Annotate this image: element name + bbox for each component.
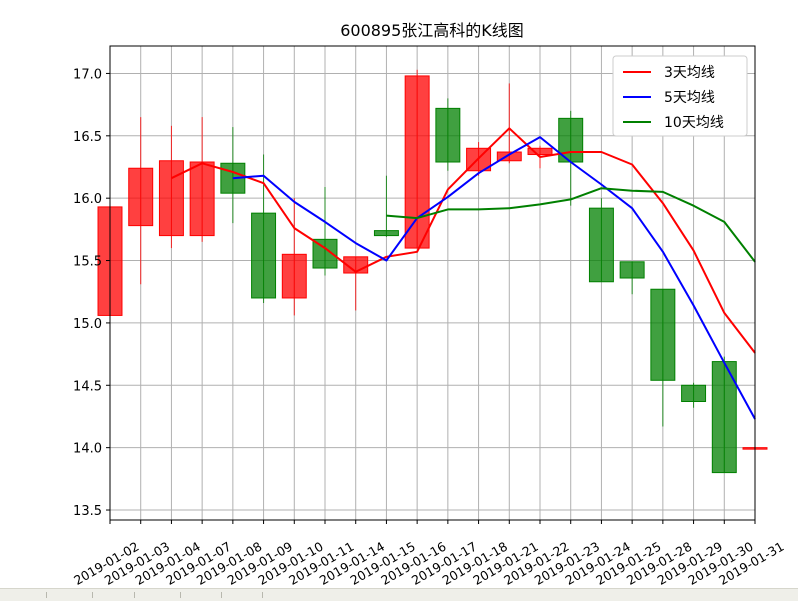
legend-label-ma3: 3天均线 xyxy=(664,65,715,81)
candle-2019-01-07 xyxy=(189,117,215,242)
candle-body-2019-01-22 xyxy=(527,147,553,156)
candle-body-2019-01-15 xyxy=(373,230,399,237)
candle-body-2019-01-17 xyxy=(435,107,461,163)
window-bottom-strip xyxy=(0,588,798,601)
ma3-line xyxy=(170,127,756,354)
legend: 3天均线 5天均线 10天均线 xyxy=(612,55,748,137)
candle-2019-01-16 xyxy=(404,69,430,249)
y-tick-label-16.5: 16.5 xyxy=(73,130,102,145)
candle-body-2019-01-29 xyxy=(681,384,707,402)
candle-2019-01-09 xyxy=(251,154,277,303)
candle-2019-01-30 xyxy=(711,356,737,474)
chart-title: 600895张江高科的K线图 xyxy=(340,21,524,40)
candle-2019-01-15 xyxy=(373,175,399,237)
candle-body-2019-01-03 xyxy=(128,167,154,227)
ma10-line xyxy=(386,187,756,263)
legend-box xyxy=(612,55,748,137)
candle-2019-01-03 xyxy=(128,117,154,285)
x-axis: 2019-01-022019-01-032019-01-042019-01-07… xyxy=(71,520,787,588)
candle-2019-01-25 xyxy=(619,261,645,295)
candle-body-2019-01-09 xyxy=(251,212,277,299)
legend-label-ma10: 10天均线 xyxy=(664,115,724,131)
moving-average-lines xyxy=(170,127,756,420)
candle-2019-01-21 xyxy=(496,83,522,164)
plot-frame xyxy=(109,45,756,521)
y-tick-label-17.0: 17.0 xyxy=(73,67,102,82)
y-tick-label-14.0: 14.0 xyxy=(73,442,102,457)
candle-body-2019-01-16 xyxy=(404,75,430,249)
candle-body-2019-01-25 xyxy=(619,261,645,279)
candle-2019-01-17 xyxy=(435,98,461,171)
legend-label-ma5: 5天均线 xyxy=(664,90,715,106)
candle-body-2019-01-07 xyxy=(189,161,215,237)
candle-2019-01-24 xyxy=(588,198,614,283)
candle-body-2019-01-04 xyxy=(158,160,184,237)
candle-2019-01-04 xyxy=(158,125,184,249)
candle-2019-01-10 xyxy=(281,198,307,316)
candle-2019-01-29 xyxy=(681,382,707,408)
candle-2019-01-28 xyxy=(650,288,676,427)
y-tick-label-15.5: 15.5 xyxy=(73,255,102,270)
candlesticks xyxy=(97,69,768,474)
y-tick-label-15.0: 15.0 xyxy=(73,317,102,332)
candle-body-2019-01-11 xyxy=(312,238,338,269)
candle-body-2019-01-28 xyxy=(650,288,676,381)
y-tick-label-13.5: 13.5 xyxy=(73,504,102,519)
ma5-line xyxy=(232,136,756,420)
y-tick-label-14.5: 14.5 xyxy=(73,379,102,394)
candle-body-2019-01-24 xyxy=(588,207,614,283)
candle-2019-01-23 xyxy=(558,110,584,206)
y-tick-label-16.0: 16.0 xyxy=(73,192,102,207)
candle-body-2019-01-10 xyxy=(281,253,307,299)
candle-body-2019-01-21 xyxy=(496,151,522,162)
y-axis: 13.5 14.0 14.5 15.0 15.5 16.0 16.5 17.0 xyxy=(73,67,110,519)
candle-2019-01-11 xyxy=(312,186,338,276)
